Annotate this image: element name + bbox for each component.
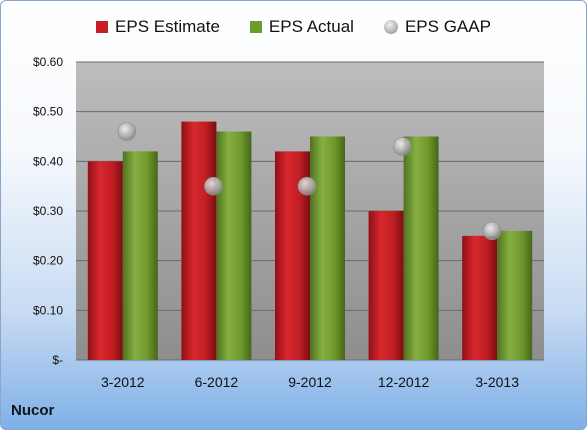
legend-label-eps-actual: EPS Actual <box>268 17 354 36</box>
y-tick-label: $0.50 <box>33 105 63 119</box>
y-tick-label: $- <box>52 353 63 367</box>
legend-label-eps-gaap: EPS GAAP <box>404 17 491 36</box>
company-name: Nucor <box>11 402 55 419</box>
legend-label-eps-estimate: EPS Estimate <box>115 17 220 36</box>
legend-item-eps-estimate: EPS Estimate <box>96 17 220 37</box>
legend: EPS Estimate EPS Actual EPS GAAP <box>1 17 586 37</box>
bar-eps-actual <box>122 151 158 360</box>
bar-eps-actual <box>497 230 533 360</box>
bar-eps-actual <box>216 131 252 360</box>
marker-eps-gaap <box>297 176 317 196</box>
x-tick-label: 3-2012 <box>101 374 145 390</box>
y-tick-label: $0.60 <box>33 55 63 69</box>
marker-eps-gaap <box>204 176 223 196</box>
x-tick-label: 3-2013 <box>475 374 519 390</box>
marker-eps-gaap <box>117 122 137 141</box>
legend-item-eps-gaap: EPS GAAP <box>383 17 491 37</box>
marker-eps-gaap <box>393 137 412 156</box>
x-tick-label: 6-2012 <box>195 374 239 390</box>
bar-eps-actual <box>310 136 345 360</box>
bar-eps-actual <box>403 136 439 360</box>
x-tick-label: 12-2012 <box>378 374 430 390</box>
legend-swatch-eps-gaap <box>383 20 398 34</box>
bar-eps-estimate <box>368 211 404 360</box>
legend-swatch-eps-actual <box>249 21 262 33</box>
legend-item-eps-actual: EPS Actual <box>249 17 354 37</box>
bar-eps-estimate <box>87 161 123 360</box>
bar-eps-estimate <box>462 235 498 360</box>
marker-eps-gaap <box>482 221 502 241</box>
y-tick-label: $0.20 <box>33 254 63 268</box>
bar-eps-estimate <box>181 121 217 360</box>
y-tick-label: $0.30 <box>33 204 63 218</box>
y-tick-label: $0.10 <box>33 303 63 317</box>
y-tick-label: $0.40 <box>33 154 63 168</box>
x-tick-label: 9-2012 <box>288 374 332 390</box>
legend-swatch-eps-estimate <box>96 21 109 33</box>
